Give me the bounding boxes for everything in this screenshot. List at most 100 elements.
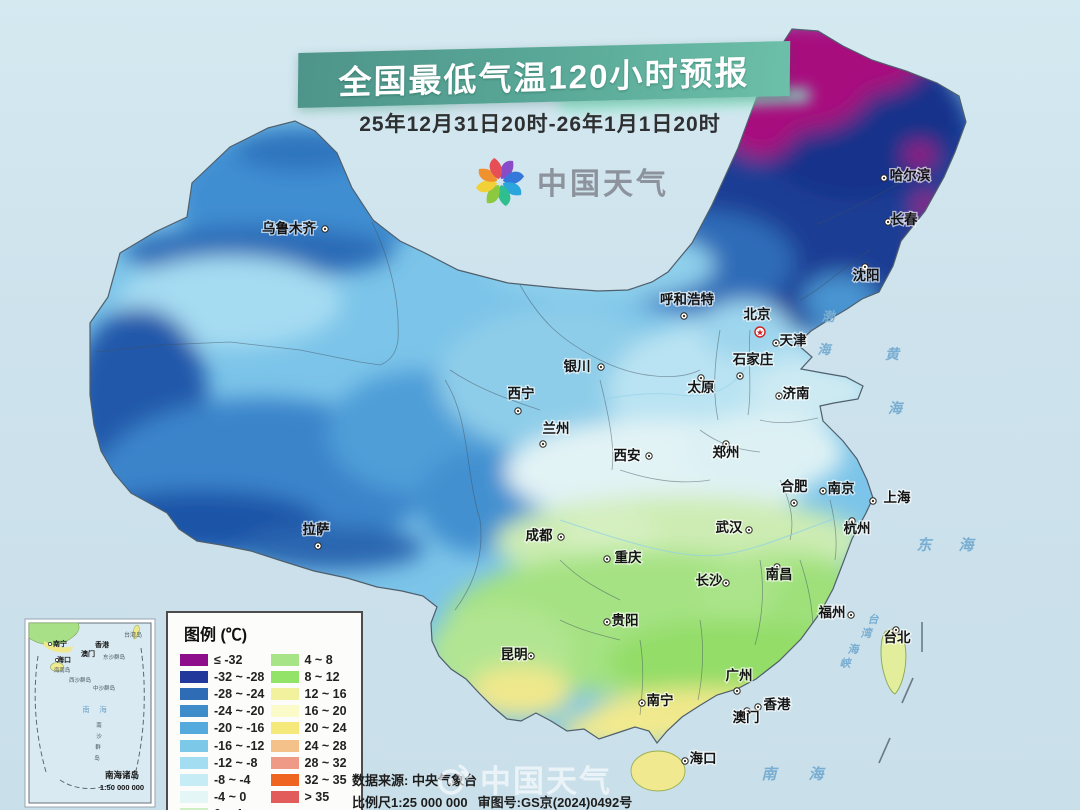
city-marker-dot (792, 501, 796, 505)
legend-box: 图例 (℃) ≤ -32 -32 ~ -28 -28 ~ -24 -24 ~ -20 -… (166, 611, 363, 810)
legend-swatch (180, 791, 208, 804)
sea-label-char: 南 (761, 766, 779, 783)
sea-label-char: 黄 (885, 346, 901, 362)
legend-swatch (270, 653, 299, 666)
legend-range-label: 16 ~ 20 (304, 704, 347, 719)
city-marker-dot (640, 701, 644, 705)
city-marker-dot (699, 376, 703, 380)
legend-range-label: 28 ~ 32 (304, 755, 347, 770)
city-label: 西安 (614, 447, 641, 463)
city-label: 天津 (780, 332, 808, 348)
city-marker-dot (882, 176, 886, 180)
legend-range-label: -28 ~ -24 (214, 686, 265, 701)
legend-item: 0 ~ 4 (180, 806, 271, 810)
city-label: 海口 (690, 750, 717, 766)
legend-swatch (180, 722, 208, 735)
inset-label: 沙 (96, 733, 102, 740)
legend-item: -4 ~ 0 (180, 789, 271, 806)
legend-swatch (270, 722, 299, 735)
legend-range-label: ≤ -32 (214, 652, 243, 667)
city-label: 长春 (891, 211, 919, 227)
legend-swatch (180, 756, 208, 769)
city-label: 重庆 (615, 549, 643, 565)
legend-range-label: -12 ~ -8 (214, 755, 258, 770)
city-marker-dot (541, 442, 545, 446)
legend-range-label: 0 ~ 4 (214, 807, 242, 810)
city-label: 广州 (726, 667, 753, 683)
legend-item: 12 ~ 16 (270, 685, 362, 702)
city-label: 拉萨 (303, 521, 330, 537)
city-marker-dot (747, 528, 751, 532)
legend-title: 图例 (℃) (184, 627, 248, 644)
legend-range-label: 24 ~ 28 (304, 738, 347, 753)
legend-swatch (180, 739, 208, 752)
city-marker-dot (724, 581, 728, 585)
city-marker-dot (323, 227, 327, 231)
city-marker-dot (682, 314, 686, 318)
city-marker-dot (871, 499, 875, 503)
legend-range-label: -8 ~ -4 (214, 772, 251, 787)
logo-text: 中国天气 (537, 168, 669, 201)
legend-item: 20 ~ 24 (270, 720, 362, 737)
inset-label: 海口 (57, 655, 71, 664)
city-marker-dot (516, 409, 520, 413)
legend-column: ≤ -32 -32 ~ -28 -28 ~ -24 -24 ~ -20 -20 ~ -1… (180, 651, 271, 810)
legend-swatch (270, 705, 299, 718)
inset-label: 香港 (94, 640, 110, 649)
city-marker-dot (683, 759, 687, 763)
city-marker-dot (316, 544, 320, 548)
inset-label: 南 (82, 704, 90, 714)
city-label: 兰州 (543, 420, 570, 436)
capital-star: ★ (757, 328, 765, 337)
page-title: 全国最低气温120小时预报 (338, 53, 750, 101)
city-marker-dot (775, 565, 779, 569)
map-scale: 比例尺1:25 000 000 (352, 795, 468, 810)
city-label: 南宁 (647, 692, 674, 708)
sea-label-char: 海 (817, 342, 832, 357)
city-label: 上海 (884, 489, 912, 505)
city-label: 长沙 (696, 572, 724, 588)
inset-label: 台湾岛 (124, 631, 142, 639)
legend-range-label: -16 ~ -12 (214, 738, 265, 753)
legend-item: -20 ~ -16 (180, 720, 271, 737)
city-label: 呼和浩特 (660, 291, 714, 307)
legend-item: > 35 (270, 789, 362, 806)
legend-swatch (270, 756, 299, 769)
legend-swatch (180, 773, 208, 786)
city-marker-dot (724, 442, 728, 446)
city-marker-dot (886, 220, 890, 224)
legend-range-label: -4 ~ 0 (214, 790, 247, 805)
city-marker-dot (647, 454, 651, 458)
sea-label-char: 海 (958, 537, 976, 554)
inset-scale: 1:50 000 000 (100, 783, 144, 792)
inset-caption: 南海诸岛 (105, 770, 139, 780)
legend-item: ≤ -32 (180, 651, 271, 668)
watermark: 中国天气 (432, 756, 612, 801)
inset-label: 群 (95, 743, 101, 751)
legend-swatch (270, 773, 299, 786)
inset-label: 东沙群岛 (103, 653, 126, 661)
china-weather-logo: 中国天气 (472, 153, 669, 209)
city-label: 石家庄 (732, 351, 774, 367)
city-marker-dot (745, 709, 749, 713)
legend-item: -24 ~ -20 (180, 703, 271, 720)
city-label: 贵阳 (612, 612, 639, 628)
legend-swatch (270, 670, 299, 683)
city-label: 南京 (828, 480, 855, 496)
city-marker-dot (894, 628, 898, 632)
map-footer: 数据来源: 中央气象台 比例尺1:25 000 000 审图号:GS京(2024)… (352, 770, 642, 810)
city-label: 杭州 (844, 520, 871, 536)
city-label: 太原 (688, 379, 716, 395)
weibo-icon (438, 764, 470, 795)
legend-item: 28 ~ 32 (270, 754, 362, 771)
legend-item: -12 ~ -8 (180, 754, 271, 771)
sea-label-char: 湾 (861, 627, 874, 640)
legend-item: -28 ~ -24 (180, 685, 271, 702)
legend-item: 16 ~ 20 (270, 703, 362, 720)
city-label: 台北 (884, 629, 912, 645)
hainan-island (630, 750, 686, 792)
city-marker-dot (849, 613, 853, 617)
legend-swatch (180, 670, 208, 683)
city-marker-dot (559, 535, 563, 539)
